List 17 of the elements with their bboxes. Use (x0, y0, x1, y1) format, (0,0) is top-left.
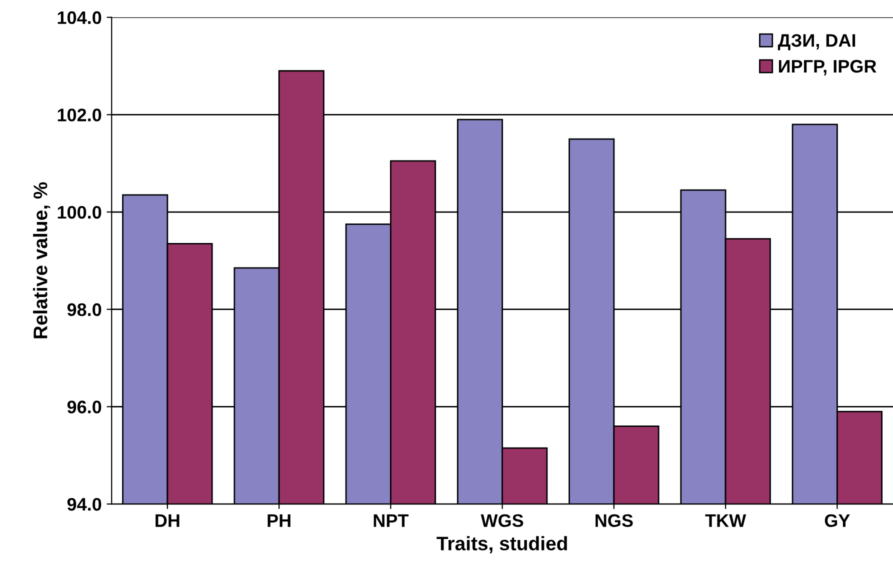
y-tick-label: 98.0 (67, 303, 102, 316)
x-tick-label: NGS (596, 514, 633, 527)
legend-label: ИРГР, IPGR (778, 60, 876, 76)
x-tick-label: NPT (374, 514, 409, 527)
x-tick-label: PH (268, 514, 290, 527)
y-tick-label: 94.0 (67, 498, 102, 511)
x-tick-label: TKW (705, 514, 746, 527)
x-tick-label: DH (156, 514, 180, 527)
x-axis-title: Traits, studied (436, 536, 567, 554)
y-tick-label: 96.0 (67, 400, 102, 414)
legend-label: ДЗИ, DAI (778, 34, 856, 50)
y-axis-title: Relative value, % (33, 182, 50, 338)
y-tick-label: 102.0 (58, 108, 102, 122)
x-tick-label: WGS (480, 514, 524, 527)
y-tick-label: 100.0 (58, 206, 102, 219)
x-tick-label: GY (824, 514, 850, 527)
y-tick-label: 104.0 (58, 11, 102, 24)
